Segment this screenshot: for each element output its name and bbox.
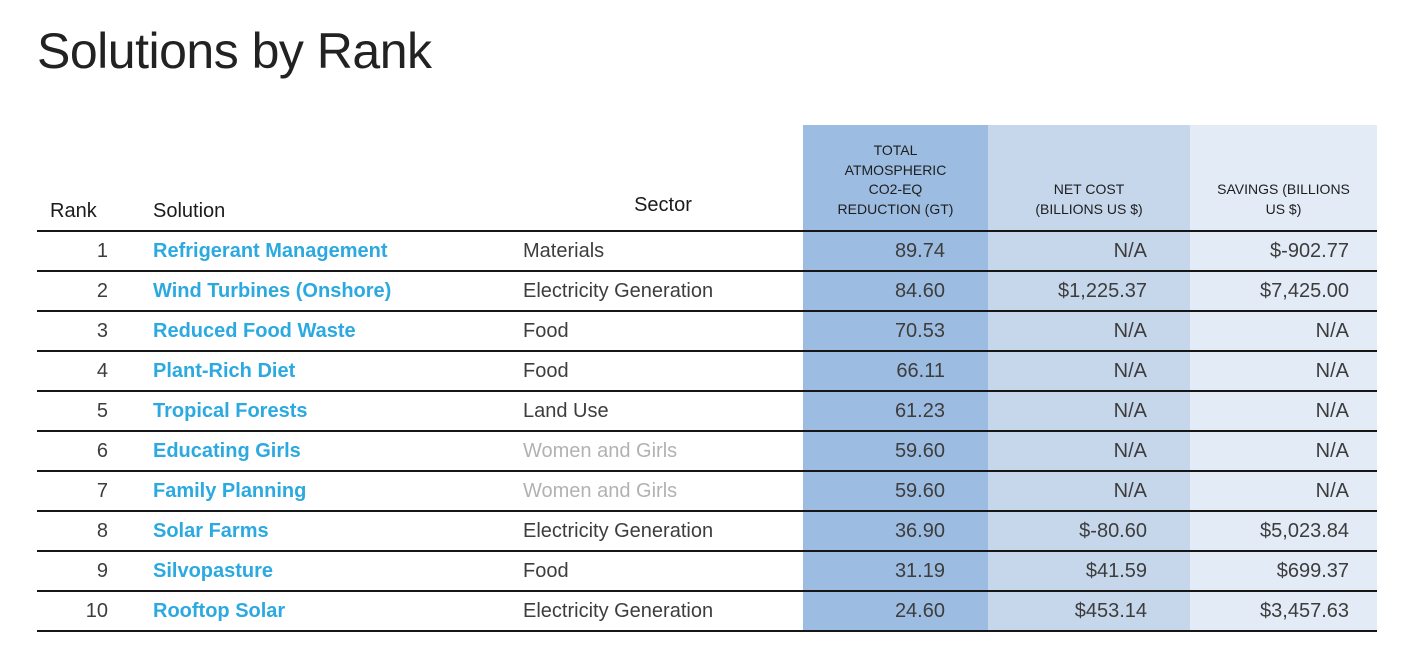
savings-cell: $699.37	[1190, 552, 1377, 590]
page-title: Solutions by Rank	[37, 23, 432, 79]
table-row: 9 Silvopasture Food 31.19 $41.59 $699.37	[37, 552, 1377, 592]
co2-reduction-cell: 24.60	[803, 592, 988, 630]
net-cost-cell: $41.59	[988, 552, 1190, 590]
co2-reduction-cell: 31.19	[803, 552, 988, 590]
table-row: 2 Wind Turbines (Onshore) Electricity Ge…	[37, 272, 1377, 312]
solution-link[interactable]: Family Planning	[153, 479, 307, 502]
rank-cell: 8	[96, 519, 108, 542]
sector-cell: Women and Girls	[523, 439, 678, 462]
rank-cell: 5	[96, 399, 108, 422]
savings-cell: $-902.77	[1190, 232, 1377, 270]
co2-reduction-cell: 59.60	[803, 432, 988, 470]
rank-cell: 4	[96, 359, 108, 382]
sector-cell: Electricity Generation	[523, 279, 714, 302]
savings-cell: $7,425.00	[1190, 272, 1377, 310]
co2-reduction-cell: 70.53	[803, 312, 988, 350]
table-row: 3 Reduced Food Waste Food 70.53 N/A N/A	[37, 312, 1377, 352]
column-header-rank: Rank	[50, 200, 97, 222]
sector-cell: Food	[523, 559, 569, 582]
sector-cell: Electricity Generation	[523, 599, 714, 622]
net-cost-cell: $453.14	[988, 592, 1190, 630]
net-cost-cell: N/A	[988, 432, 1190, 470]
rank-cell: 3	[96, 319, 108, 342]
savings-cell: $5,023.84	[1190, 512, 1377, 550]
co2-reduction-cell: 84.60	[803, 272, 988, 310]
sector-cell: Women and Girls	[523, 479, 678, 502]
co2-reduction-cell: 59.60	[803, 472, 988, 510]
savings-cell: N/A	[1190, 472, 1377, 510]
sector-cell: Materials	[523, 239, 605, 262]
column-header-savings: SAVINGS (BILLIONS US $)	[1190, 125, 1377, 230]
savings-cell: $3,457.63	[1190, 592, 1377, 630]
solution-link[interactable]: Solar Farms	[153, 519, 269, 542]
table-row: 4 Plant-Rich Diet Food 66.11 N/A N/A	[37, 352, 1377, 392]
table-row: 5 Tropical Forests Land Use 61.23 N/A N/…	[37, 392, 1377, 432]
rank-cell: 1	[96, 239, 108, 262]
net-cost-cell: N/A	[988, 232, 1190, 270]
table-row: 6 Educating Girls Women and Girls 59.60 …	[37, 432, 1377, 472]
savings-cell: N/A	[1190, 312, 1377, 350]
net-cost-cell: $1,225.37	[988, 272, 1190, 310]
rank-cell: 10	[85, 599, 108, 622]
table-row: 7 Family Planning Women and Girls 59.60 …	[37, 472, 1377, 512]
table-row: 8 Solar Farms Electricity Generation 36.…	[37, 512, 1377, 552]
sector-cell: Food	[523, 319, 569, 342]
rank-cell: 9	[96, 559, 108, 582]
solution-link[interactable]: Plant-Rich Diet	[153, 359, 296, 382]
net-cost-cell: N/A	[988, 312, 1190, 350]
solution-link[interactable]: Reduced Food Waste	[153, 319, 356, 342]
net-cost-cell: N/A	[988, 472, 1190, 510]
co2-reduction-cell: 36.90	[803, 512, 988, 550]
sector-cell: Electricity Generation	[523, 519, 714, 542]
co2-reduction-cell: 66.11	[803, 352, 988, 390]
net-cost-cell: $-80.60	[988, 512, 1190, 550]
co2-reduction-cell: 61.23	[803, 392, 988, 430]
rank-cell: 2	[96, 279, 108, 302]
co2-reduction-cell: 89.74	[803, 232, 988, 270]
net-cost-cell: N/A	[988, 352, 1190, 390]
table-header-row: Rank Solution Sector TOTAL ATMOSPHERIC C…	[37, 125, 1377, 232]
rank-cell: 6	[96, 439, 108, 462]
solution-link[interactable]: Silvopasture	[153, 559, 274, 582]
net-cost-cell: N/A	[988, 392, 1190, 430]
rank-cell: 7	[96, 479, 108, 502]
column-header-sector: Sector	[634, 194, 692, 216]
solution-link[interactable]: Educating Girls	[153, 439, 301, 462]
solutions-table: Rank Solution Sector TOTAL ATMOSPHERIC C…	[37, 125, 1377, 632]
savings-cell: N/A	[1190, 352, 1377, 390]
column-header-net-cost: NET COST (BILLIONS US $)	[988, 125, 1190, 230]
sector-cell: Food	[523, 359, 569, 382]
savings-cell: N/A	[1190, 392, 1377, 430]
table-row: 10 Rooftop Solar Electricity Generation …	[37, 592, 1377, 632]
column-header-co2-reduction: TOTAL ATMOSPHERIC CO2-EQ REDUCTION (GT)	[803, 125, 988, 230]
sector-cell: Land Use	[523, 399, 609, 422]
solution-link[interactable]: Tropical Forests	[153, 399, 308, 422]
savings-cell: N/A	[1190, 432, 1377, 470]
column-header-solution: Solution	[153, 200, 226, 222]
table-row: 1 Refrigerant Management Materials 89.74…	[37, 232, 1377, 272]
solution-link[interactable]: Wind Turbines (Onshore)	[153, 279, 392, 302]
solution-link[interactable]: Rooftop Solar	[153, 599, 286, 622]
solution-link[interactable]: Refrigerant Management	[153, 239, 388, 262]
